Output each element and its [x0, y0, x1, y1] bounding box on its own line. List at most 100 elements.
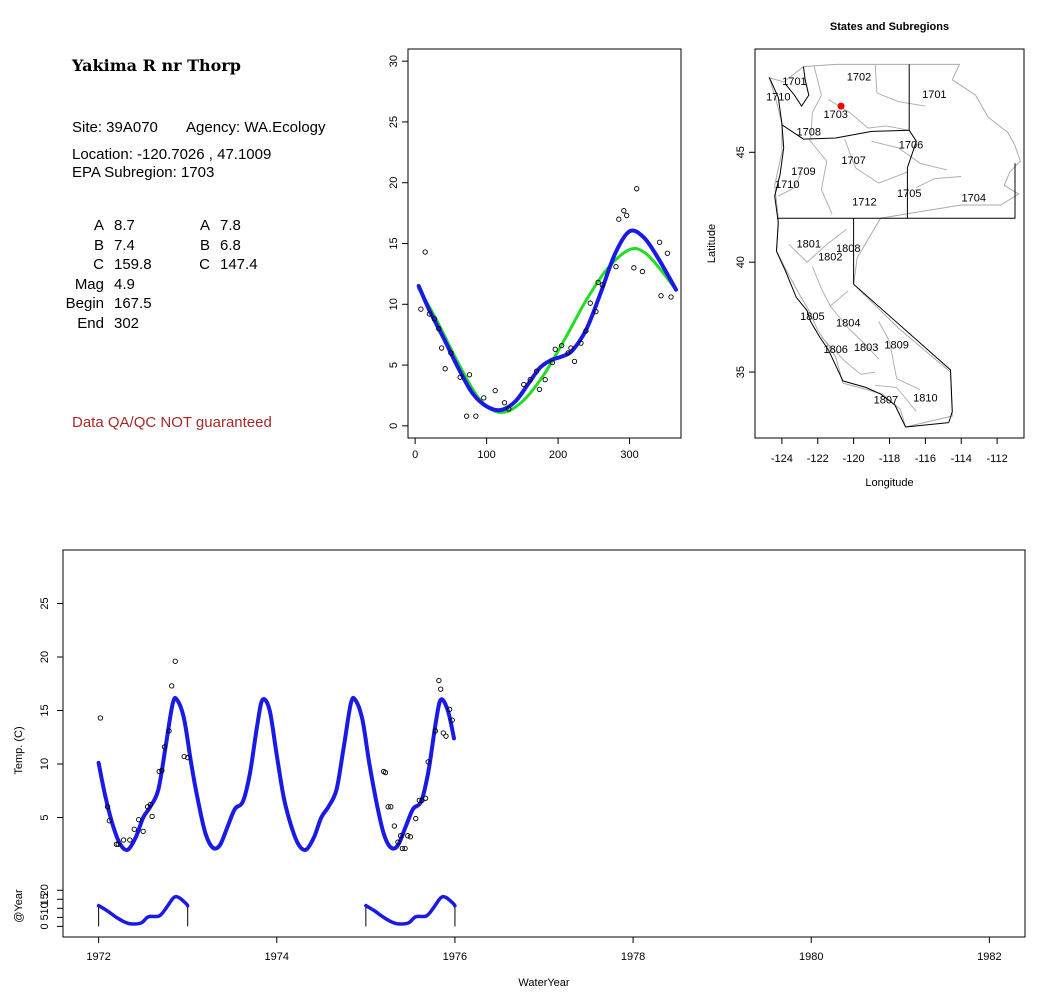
- data-point: [587, 300, 593, 306]
- data-point: [391, 823, 398, 829]
- data-point: [506, 406, 512, 412]
- data-point: [120, 837, 127, 843]
- coef-label: A: [93, 217, 104, 234]
- data-point: [147, 802, 153, 808]
- coef-label: B: [93, 236, 104, 254]
- data-point: [542, 376, 548, 383]
- subregion-label: 1707: [841, 155, 865, 167]
- y-tick-label: 25: [388, 116, 400, 128]
- subregion-boundary: [810, 66, 822, 140]
- x-tick-label: -120: [843, 453, 865, 465]
- coef-left-row: Mag 4.9: [60, 275, 152, 295]
- data-point: [664, 250, 671, 256]
- coef-value: 159.8: [114, 256, 152, 273]
- subregion-label: 1809: [884, 340, 908, 352]
- subregion-boundary: [874, 64, 926, 107]
- data-point: [533, 368, 540, 374]
- y-tick-label: 20: [39, 884, 51, 896]
- data-point: [449, 717, 455, 723]
- coef-value: 7.8: [220, 217, 241, 234]
- subregion-label: 1705: [897, 188, 921, 200]
- data-point: [131, 826, 137, 832]
- coef-left-row: B 7.4: [60, 236, 152, 256]
- data-point: [473, 413, 479, 419]
- data-point: [402, 845, 408, 852]
- data-point: [624, 212, 630, 219]
- subregion-boundary: [844, 138, 908, 184]
- annual-cycle-line: [96, 894, 190, 926]
- subregion-label: 1810: [913, 392, 937, 404]
- subregion-label: 1702: [847, 71, 871, 83]
- subregion-label: 1806: [823, 344, 847, 356]
- data-point: [436, 677, 442, 684]
- subregion-label: 1808: [836, 243, 860, 255]
- y-axis-label: Latitude: [706, 224, 718, 263]
- data-point: [413, 815, 419, 822]
- data-point: [446, 706, 453, 713]
- y-tick-label: 15: [388, 237, 400, 249]
- state-boundary: [777, 163, 1016, 219]
- data-point: [578, 340, 584, 346]
- data-point: [656, 239, 663, 245]
- subregion-label: 1709: [791, 166, 815, 178]
- subregion-label: 1704: [962, 192, 986, 204]
- state-boundary: [905, 422, 949, 428]
- state-boundary: [906, 130, 917, 219]
- y-axis-label: Temp. (C): [13, 726, 25, 774]
- data-point: [448, 350, 454, 356]
- data-point: [443, 733, 449, 739]
- data-point: [385, 804, 391, 810]
- data-point: [156, 768, 162, 775]
- y-tick-label: 15: [39, 704, 51, 716]
- plot-frame: [407, 48, 682, 439]
- subregion-label: 1807: [874, 395, 898, 407]
- plot-frame: [62, 549, 1026, 938]
- y-tick-label: 30: [388, 55, 400, 67]
- data-point: [536, 386, 543, 393]
- coef-value: 147.4: [220, 256, 258, 273]
- map-title: States and Subregions: [830, 21, 949, 33]
- subregion-boundary: [811, 266, 849, 307]
- subregion-label: 1710: [766, 91, 790, 103]
- data-point: [388, 804, 394, 810]
- coef-label: C: [199, 256, 210, 273]
- x-tick-label: 1976: [443, 951, 467, 963]
- data-point: [549, 359, 556, 366]
- y-tick-label: 20: [39, 651, 51, 663]
- data-point: [97, 715, 104, 721]
- subregion-boundary: [916, 176, 962, 188]
- map-frame: [754, 48, 1025, 439]
- y-tick-label: 15: [39, 893, 51, 905]
- data-point: [104, 804, 111, 810]
- data-point: [416, 797, 422, 804]
- data-point: [616, 216, 622, 222]
- coef-left-row: A 8.7: [60, 216, 152, 236]
- subregion-label: 1701: [922, 89, 946, 101]
- x-tick-label: 1978: [621, 951, 645, 963]
- data-point: [631, 265, 637, 271]
- y-tick-label: 0: [39, 923, 51, 929]
- data-point: [397, 833, 404, 839]
- subregion-label: 1701: [782, 76, 806, 88]
- data-point: [621, 208, 627, 214]
- coef-right-row: B 6.8: [166, 236, 258, 256]
- site-id: Site: 39A070: [72, 119, 158, 136]
- subregion-label: 1712: [852, 197, 876, 209]
- coef-value: 302: [114, 314, 140, 332]
- data-point: [634, 186, 640, 192]
- x-tick-label: -116: [915, 453, 936, 465]
- coef-value: 7.4: [114, 236, 135, 254]
- subregion-boundary: [778, 171, 803, 197]
- data-point: [436, 325, 442, 332]
- data-point: [527, 376, 533, 383]
- data-point: [593, 308, 599, 315]
- subregion-label: 1710: [775, 179, 799, 191]
- coef-label: Mag: [74, 275, 104, 293]
- data-point: [140, 828, 146, 835]
- data-point: [422, 249, 428, 255]
- coef-label: C: [93, 256, 104, 273]
- data-point: [106, 818, 112, 824]
- coef-label: A: [199, 217, 210, 234]
- x-tick-label: 1972: [86, 951, 110, 963]
